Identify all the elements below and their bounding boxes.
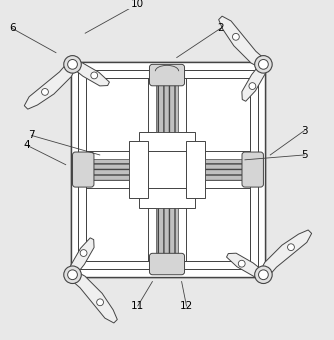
Polygon shape xyxy=(242,63,267,101)
Circle shape xyxy=(68,59,77,69)
Polygon shape xyxy=(24,61,76,109)
FancyBboxPatch shape xyxy=(150,64,184,86)
Polygon shape xyxy=(69,271,117,323)
Circle shape xyxy=(232,33,239,40)
Circle shape xyxy=(68,270,77,279)
Bar xyxy=(78,70,258,269)
FancyBboxPatch shape xyxy=(150,253,184,275)
Bar xyxy=(86,78,250,261)
Bar xyxy=(86,78,250,261)
Circle shape xyxy=(255,266,272,284)
Bar xyxy=(156,207,178,256)
Circle shape xyxy=(288,244,294,251)
Circle shape xyxy=(80,250,87,256)
Polygon shape xyxy=(260,230,312,278)
Bar xyxy=(185,141,205,198)
Circle shape xyxy=(259,59,268,69)
Text: 4: 4 xyxy=(23,140,30,150)
Text: 11: 11 xyxy=(131,301,144,311)
Circle shape xyxy=(64,266,81,284)
Bar xyxy=(70,63,266,277)
FancyBboxPatch shape xyxy=(242,152,264,187)
Circle shape xyxy=(255,56,272,73)
Polygon shape xyxy=(69,238,94,276)
Text: 10: 10 xyxy=(131,0,144,9)
Bar xyxy=(139,132,195,151)
Bar xyxy=(70,63,266,277)
Circle shape xyxy=(41,88,48,95)
Text: 3: 3 xyxy=(301,125,308,136)
Circle shape xyxy=(249,83,256,89)
Bar xyxy=(91,159,129,180)
Circle shape xyxy=(238,260,245,267)
Polygon shape xyxy=(71,61,110,86)
Circle shape xyxy=(91,72,98,79)
Polygon shape xyxy=(226,253,265,278)
Text: 12: 12 xyxy=(180,301,193,311)
Bar xyxy=(205,159,245,180)
Circle shape xyxy=(97,299,104,306)
Text: 5: 5 xyxy=(301,150,308,160)
Bar xyxy=(129,141,149,198)
Bar xyxy=(78,70,258,269)
Polygon shape xyxy=(219,16,267,68)
Bar xyxy=(156,83,178,132)
Text: 6: 6 xyxy=(9,23,15,33)
Text: 7: 7 xyxy=(28,131,35,140)
FancyBboxPatch shape xyxy=(72,152,94,187)
Circle shape xyxy=(259,270,268,279)
Text: 2: 2 xyxy=(217,23,224,33)
Circle shape xyxy=(64,56,81,73)
Bar xyxy=(139,188,195,207)
